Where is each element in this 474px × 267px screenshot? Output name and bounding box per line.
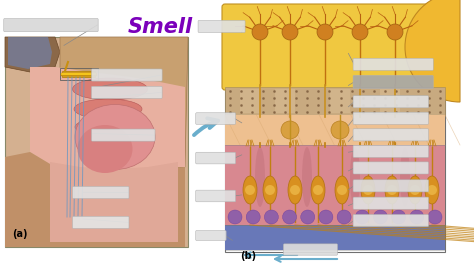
Polygon shape <box>60 37 188 177</box>
Text: (b): (b) <box>240 251 256 261</box>
FancyBboxPatch shape <box>225 115 445 145</box>
Ellipse shape <box>425 176 439 204</box>
Circle shape <box>356 210 369 224</box>
Circle shape <box>290 185 300 195</box>
Circle shape <box>392 210 406 224</box>
FancyBboxPatch shape <box>5 37 188 247</box>
FancyBboxPatch shape <box>275 89 295 113</box>
Ellipse shape <box>75 118 137 136</box>
FancyBboxPatch shape <box>91 129 155 141</box>
Circle shape <box>374 210 387 224</box>
Ellipse shape <box>311 176 325 204</box>
FancyBboxPatch shape <box>283 244 337 255</box>
Ellipse shape <box>255 147 265 207</box>
Polygon shape <box>50 162 178 242</box>
FancyBboxPatch shape <box>73 216 129 229</box>
Ellipse shape <box>288 176 302 204</box>
Polygon shape <box>62 71 95 77</box>
Circle shape <box>363 185 373 195</box>
Wedge shape <box>405 0 460 102</box>
FancyBboxPatch shape <box>225 87 445 115</box>
FancyBboxPatch shape <box>196 113 236 124</box>
Polygon shape <box>5 152 185 247</box>
Circle shape <box>281 121 299 139</box>
FancyBboxPatch shape <box>91 86 162 99</box>
Circle shape <box>337 210 351 224</box>
Ellipse shape <box>408 176 422 204</box>
FancyBboxPatch shape <box>196 190 236 202</box>
FancyBboxPatch shape <box>91 69 162 81</box>
Circle shape <box>319 210 333 224</box>
Text: (a): (a) <box>12 229 27 239</box>
Polygon shape <box>8 37 52 69</box>
Circle shape <box>264 210 278 224</box>
Circle shape <box>352 24 368 40</box>
Circle shape <box>427 185 437 195</box>
Circle shape <box>282 24 298 40</box>
Circle shape <box>331 121 349 139</box>
Ellipse shape <box>400 147 410 207</box>
Ellipse shape <box>75 104 155 170</box>
Ellipse shape <box>361 176 375 204</box>
Ellipse shape <box>78 125 133 173</box>
FancyBboxPatch shape <box>196 152 236 164</box>
FancyBboxPatch shape <box>353 145 428 158</box>
Circle shape <box>246 210 260 224</box>
Ellipse shape <box>74 99 142 119</box>
Circle shape <box>317 24 333 40</box>
Circle shape <box>252 24 268 40</box>
Circle shape <box>337 185 347 195</box>
Circle shape <box>387 185 397 195</box>
FancyBboxPatch shape <box>353 96 428 108</box>
Circle shape <box>313 185 323 195</box>
Circle shape <box>245 185 255 195</box>
FancyBboxPatch shape <box>330 89 350 113</box>
FancyBboxPatch shape <box>353 197 428 209</box>
FancyBboxPatch shape <box>225 225 445 250</box>
FancyBboxPatch shape <box>4 18 98 32</box>
Circle shape <box>410 185 420 195</box>
Ellipse shape <box>73 78 147 100</box>
FancyBboxPatch shape <box>222 4 448 90</box>
FancyBboxPatch shape <box>353 180 428 192</box>
Ellipse shape <box>350 147 360 207</box>
FancyBboxPatch shape <box>353 129 428 141</box>
Circle shape <box>265 185 275 195</box>
Ellipse shape <box>302 147 312 207</box>
Circle shape <box>228 210 242 224</box>
FancyBboxPatch shape <box>353 214 428 227</box>
FancyBboxPatch shape <box>353 58 433 70</box>
FancyBboxPatch shape <box>353 75 433 89</box>
Circle shape <box>428 210 442 224</box>
Ellipse shape <box>243 176 257 204</box>
FancyBboxPatch shape <box>240 89 260 113</box>
Ellipse shape <box>335 176 349 204</box>
Text: Smell: Smell <box>128 17 192 37</box>
FancyBboxPatch shape <box>353 162 428 174</box>
FancyBboxPatch shape <box>198 20 245 33</box>
FancyBboxPatch shape <box>380 89 400 113</box>
Ellipse shape <box>385 176 399 204</box>
Circle shape <box>283 210 297 224</box>
FancyBboxPatch shape <box>196 230 226 241</box>
FancyBboxPatch shape <box>73 186 129 199</box>
FancyBboxPatch shape <box>225 145 445 225</box>
Circle shape <box>301 210 315 224</box>
Polygon shape <box>5 37 60 72</box>
Circle shape <box>387 24 403 40</box>
Polygon shape <box>30 67 185 171</box>
Circle shape <box>410 210 424 224</box>
FancyBboxPatch shape <box>353 112 428 124</box>
Ellipse shape <box>263 176 277 204</box>
